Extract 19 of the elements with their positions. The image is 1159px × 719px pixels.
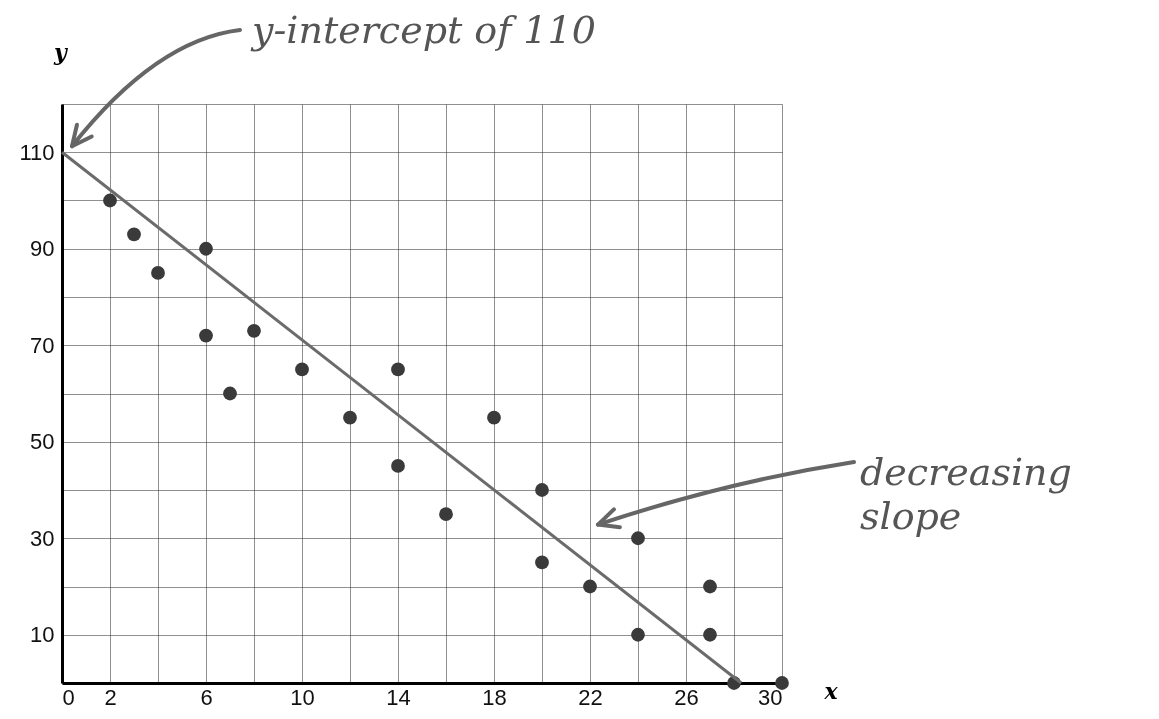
x-tick-label: 0: [62, 684, 75, 710]
x-tick-label: 26: [674, 684, 699, 710]
x-tick-label: 30: [758, 684, 783, 710]
x-tick-label: 14: [386, 684, 411, 710]
x-tick-label: 6: [200, 684, 213, 710]
text: decreasing slope: [860, 450, 1073, 538]
x-tick-label: 2: [104, 684, 117, 710]
y-tick-label: 10: [30, 622, 55, 648]
y-tick-label: 110: [19, 139, 55, 165]
y-tick-label: 70: [30, 332, 55, 358]
x-tick-label: 10: [290, 684, 315, 710]
y-tick-label: 30: [30, 525, 55, 551]
text: y-intercept of 110: [252, 8, 597, 52]
x-tick-label: 18: [482, 684, 507, 710]
x-tick-label: 22: [578, 684, 603, 710]
y-axis-title: y: [53, 38, 70, 65]
y-tick-label: 50: [30, 429, 55, 455]
x-axis-title: x: [823, 677, 839, 704]
y-tick-label: 90: [30, 236, 55, 262]
